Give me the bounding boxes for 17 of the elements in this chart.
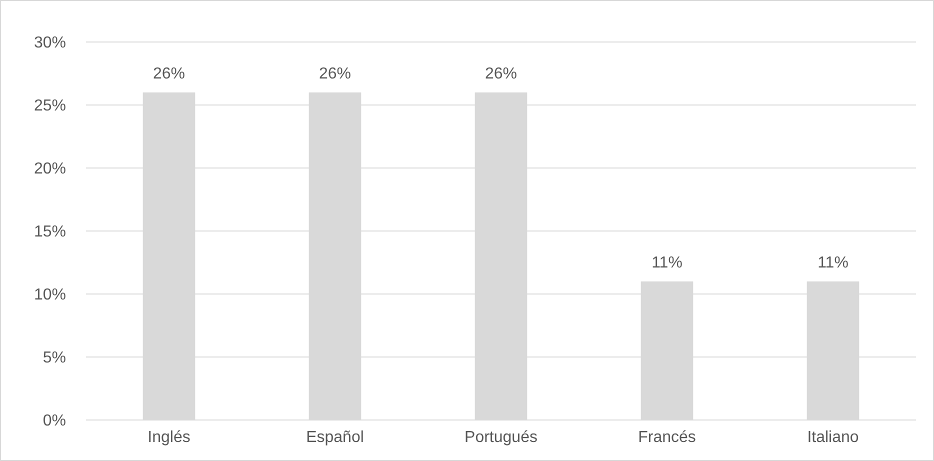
data-label: 26% <box>318 65 352 82</box>
data-label: 26% <box>152 65 186 82</box>
y-tick-label: 10% <box>34 286 66 304</box>
x-tick-label: Español <box>306 429 364 446</box>
y-tick-label: 15% <box>34 224 66 241</box>
y-tick-label: 20% <box>34 160 66 178</box>
y-tick-label: 25% <box>34 98 66 115</box>
x-tick-label: Inglés <box>148 429 190 446</box>
y-tick-label: 30% <box>34 34 66 52</box>
x-tick-label: Francés <box>638 429 696 446</box>
data-label: 11% <box>818 254 848 272</box>
x-tick-label: Portugués <box>464 429 538 446</box>
data-label: 11% <box>652 254 682 272</box>
y-tick-label: 5% <box>42 350 66 367</box>
x-tick-label: Italiano <box>807 429 859 446</box>
data-label: 26% <box>484 65 518 82</box>
y-tick-label: 0% <box>42 412 66 430</box>
